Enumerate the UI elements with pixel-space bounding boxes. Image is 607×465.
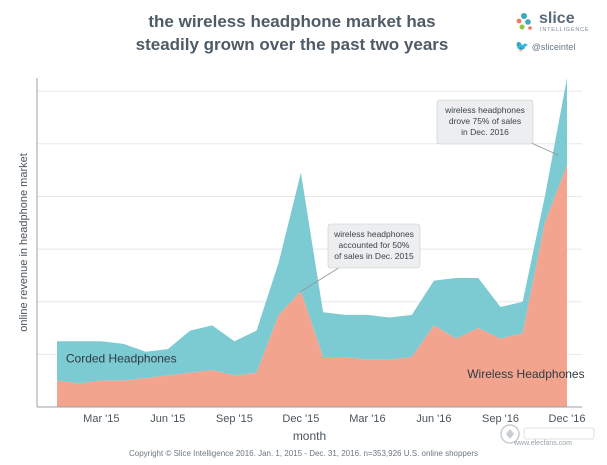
x-tick-label: Sep '16 [482,413,519,425]
annotation-text-line: in Dec. 2016 [461,127,509,137]
copyright-footer: Copyright © Slice Intelligence 2016. Jan… [128,449,478,458]
annotation-text-line: drove 75% of sales [449,116,521,126]
annotation-text-line: wireless headphones [444,105,525,115]
x-tick-label: Sep '15 [216,413,253,425]
x-tick-label: Mar '16 [349,413,385,425]
annotation-text-line: wireless headphones [333,229,414,239]
twitter-handle: @sliceintel [531,42,576,52]
series-label: Corded Headphones [66,351,177,365]
area-series [57,78,567,407]
brand-name: slice [539,10,575,27]
title-line-2: steadily grown over the past two years [135,35,449,54]
twitter-bird-icon: 🐦 [515,41,529,53]
x-tick-label: Jun '16 [416,413,451,425]
axes: Mar '15 Jun '15 Sep '15 Dec '15 Mar '16 Jun '… [18,78,585,443]
x-tick-label: Dec '15 [282,413,319,425]
x-axis-title: month [293,429,326,443]
chart-title: the wireless headphone market has steadi… [92,10,492,56]
y-axis-title: online revenue in headphone market [18,153,30,332]
x-tick-label: Dec '16 [549,413,586,425]
annotation-box [327,223,421,269]
series-label: Wireless Headphones [467,367,584,381]
title-line-1: the wireless headphone market has [148,12,436,31]
wireless-headphones-area [57,164,567,407]
corded-headphones-area [57,78,567,384]
watermark-site: www.elecfans.com [514,440,572,447]
elecfans-watermark-icon [500,424,595,444]
annotation-text-line: of sales in Dec. 2015 [334,251,414,261]
chart-labels: Corded Headphones Wireless Headphones [66,351,585,381]
brand-subtitle: INTELLIGENCE [540,27,590,33]
twitter-handle-row: 🐦 @sliceintel [515,40,575,53]
slice-logo-mark-icon [516,13,532,30]
annotation-text-line: accounted for 50% [339,240,410,250]
x-tick-label: Mar '15 [83,413,119,425]
annotation-box [436,99,534,145]
x-tick-label: Jun '15 [150,413,185,425]
